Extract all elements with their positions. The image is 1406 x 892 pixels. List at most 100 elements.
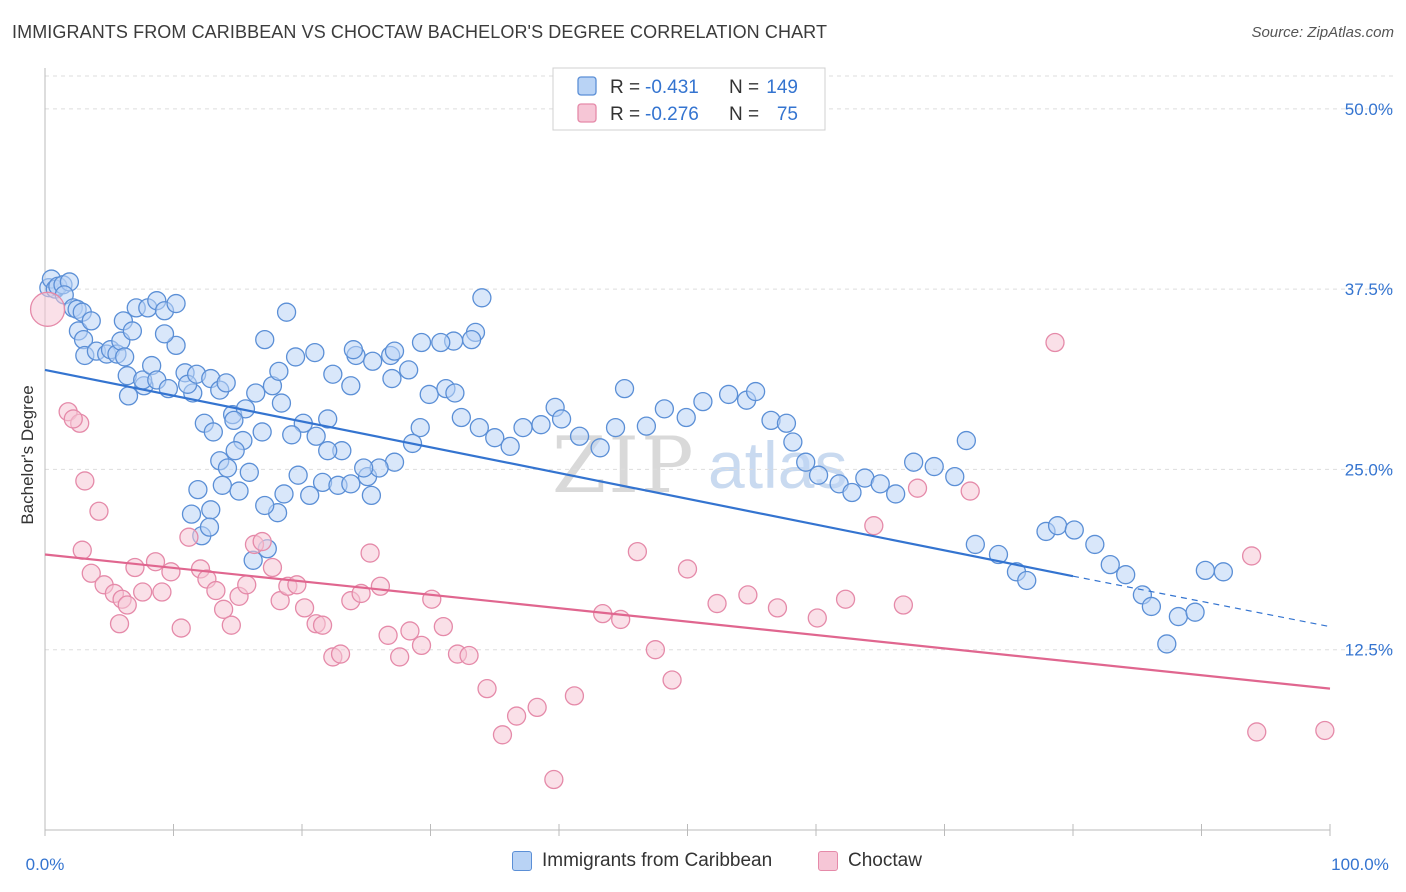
data-point-caribbean xyxy=(654,399,675,419)
data-point-choctaw xyxy=(527,697,547,718)
data-point-caribbean xyxy=(1157,634,1177,654)
stats-n-value: 149 xyxy=(766,77,798,98)
data-point-caribbean xyxy=(718,384,739,405)
data-point-caribbean xyxy=(363,351,383,371)
data-point-caribbean xyxy=(569,426,590,446)
data-point-caribbean xyxy=(166,293,186,314)
data-point-caribbean xyxy=(419,384,439,405)
data-point-choctaw xyxy=(72,540,92,560)
data-point-caribbean xyxy=(212,475,232,495)
data-point-choctaw xyxy=(1241,546,1262,566)
data-point-choctaw xyxy=(152,582,172,602)
data-point-choctaw xyxy=(506,706,527,726)
data-point-choctaw xyxy=(707,593,727,614)
data-point-caribbean xyxy=(246,383,266,403)
data-point-choctaw xyxy=(117,595,137,615)
data-point-choctaw xyxy=(213,599,234,619)
stats-n-label: N = xyxy=(729,104,759,125)
data-point-caribbean xyxy=(485,428,505,448)
data-point-caribbean xyxy=(225,441,245,461)
stats-legend-swatch xyxy=(577,103,597,123)
data-point-choctaw xyxy=(835,589,856,609)
data-point-caribbean xyxy=(945,466,965,487)
data-point-caribbean xyxy=(1064,520,1084,540)
data-point-caribbean xyxy=(1017,570,1037,591)
data-point-caribbean xyxy=(343,340,364,360)
data-point-choctaw xyxy=(864,516,884,536)
data-point-caribbean xyxy=(318,441,338,461)
data-point-caribbean xyxy=(605,417,626,438)
data-point-choctaw xyxy=(1045,332,1065,353)
data-point-caribbean xyxy=(1047,516,1068,536)
data-point-caribbean xyxy=(203,422,223,442)
stats-n-value: 75 xyxy=(777,104,798,125)
data-point-caribbean xyxy=(531,415,551,435)
data-point-choctaw xyxy=(252,531,272,552)
data-point-choctaw xyxy=(767,598,788,618)
data-point-caribbean xyxy=(300,485,320,506)
legend-label-choctaw: Choctaw xyxy=(848,850,922,871)
data-point-caribbean xyxy=(252,422,272,442)
data-point-caribbean xyxy=(217,458,238,478)
chart-title: IMMIGRANTS FROM CARIBBEAN VS CHOCTAW BAC… xyxy=(12,22,828,42)
data-point-caribbean xyxy=(201,500,221,520)
data-point-caribbean xyxy=(341,376,361,396)
stats-legend-swatch xyxy=(577,76,597,96)
trend-line-choctaw xyxy=(44,553,1331,690)
data-point-choctaw xyxy=(1247,722,1267,742)
data-point-caribbean xyxy=(783,432,803,452)
data-point-caribbean xyxy=(1195,560,1216,581)
data-point-choctaw xyxy=(133,582,153,602)
legend-item-choctaw: Choctaw xyxy=(818,850,922,872)
data-point-caribbean xyxy=(255,329,275,350)
data-point-choctaw xyxy=(294,598,315,618)
data-point-choctaw xyxy=(221,615,241,635)
y-tick-label: 12.5% xyxy=(1345,641,1393,660)
data-point-caribbean xyxy=(216,373,236,393)
data-point-caribbean xyxy=(384,341,405,361)
data-point-caribbean xyxy=(988,544,1009,565)
data-point-choctaw xyxy=(390,647,410,667)
data-point-caribbean xyxy=(1213,562,1233,582)
data-point-caribbean xyxy=(166,335,186,356)
data-point-choctaw xyxy=(738,585,758,605)
data-point-choctaw xyxy=(125,557,145,578)
data-point-caribbean xyxy=(239,462,259,482)
legend-label-caribbean: Immigrants from Caribbean xyxy=(542,850,773,871)
data-point-caribbean xyxy=(808,465,829,485)
data-point-choctaw xyxy=(262,557,283,578)
data-point-caribbean xyxy=(274,484,294,504)
data-point-caribbean xyxy=(410,417,430,438)
data-point-caribbean xyxy=(870,474,890,494)
data-point-caribbean xyxy=(229,481,249,501)
data-point-choctaw xyxy=(145,552,166,572)
data-point-caribbean xyxy=(500,436,520,456)
data-point-caribbean xyxy=(271,393,292,413)
data-point-caribbean xyxy=(122,321,143,341)
data-point-choctaw xyxy=(893,595,914,615)
data-point-choctaw xyxy=(237,575,257,595)
data-point-caribbean xyxy=(115,347,135,367)
data-point-caribbean xyxy=(796,452,816,472)
data-point-choctaw xyxy=(564,686,585,706)
data-point-caribbean xyxy=(1100,554,1120,575)
data-point-caribbean xyxy=(636,416,657,436)
data-point-caribbean xyxy=(382,368,402,389)
data-point-choctaw xyxy=(433,616,454,637)
data-point-caribbean xyxy=(399,360,419,380)
data-point-choctaw xyxy=(627,541,648,562)
legend-item-caribbean: Immigrants from Caribbean xyxy=(512,850,772,872)
y-tick-label: 50.0% xyxy=(1345,100,1393,119)
data-point-caribbean xyxy=(323,364,343,384)
data-point-caribbean xyxy=(269,361,289,381)
x-tick-label: 100.0% xyxy=(1331,855,1389,874)
data-point-choctaw xyxy=(81,563,101,583)
data-point-caribbean xyxy=(188,479,208,500)
data-point-caribbean xyxy=(590,438,610,458)
data-point-caribbean xyxy=(451,407,471,428)
data-point-choctaw xyxy=(206,580,226,601)
data-point-choctaw xyxy=(492,725,513,745)
data-point-caribbean xyxy=(461,329,482,350)
data-point-caribbean xyxy=(614,379,635,399)
